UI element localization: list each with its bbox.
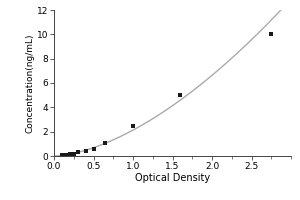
Point [59, 154, 64, 157]
Point [130, 124, 135, 127]
X-axis label: Optical Density: Optical Density [135, 173, 210, 183]
Y-axis label: Concentration(ng/mL): Concentration(ng/mL) [25, 33, 34, 133]
Point [91, 147, 96, 150]
Point [64, 153, 68, 156]
Point [68, 153, 72, 156]
Point [83, 149, 88, 152]
Point [178, 94, 183, 97]
Point [75, 151, 80, 154]
Point [269, 33, 274, 36]
Point [103, 141, 108, 144]
Point [71, 152, 76, 155]
